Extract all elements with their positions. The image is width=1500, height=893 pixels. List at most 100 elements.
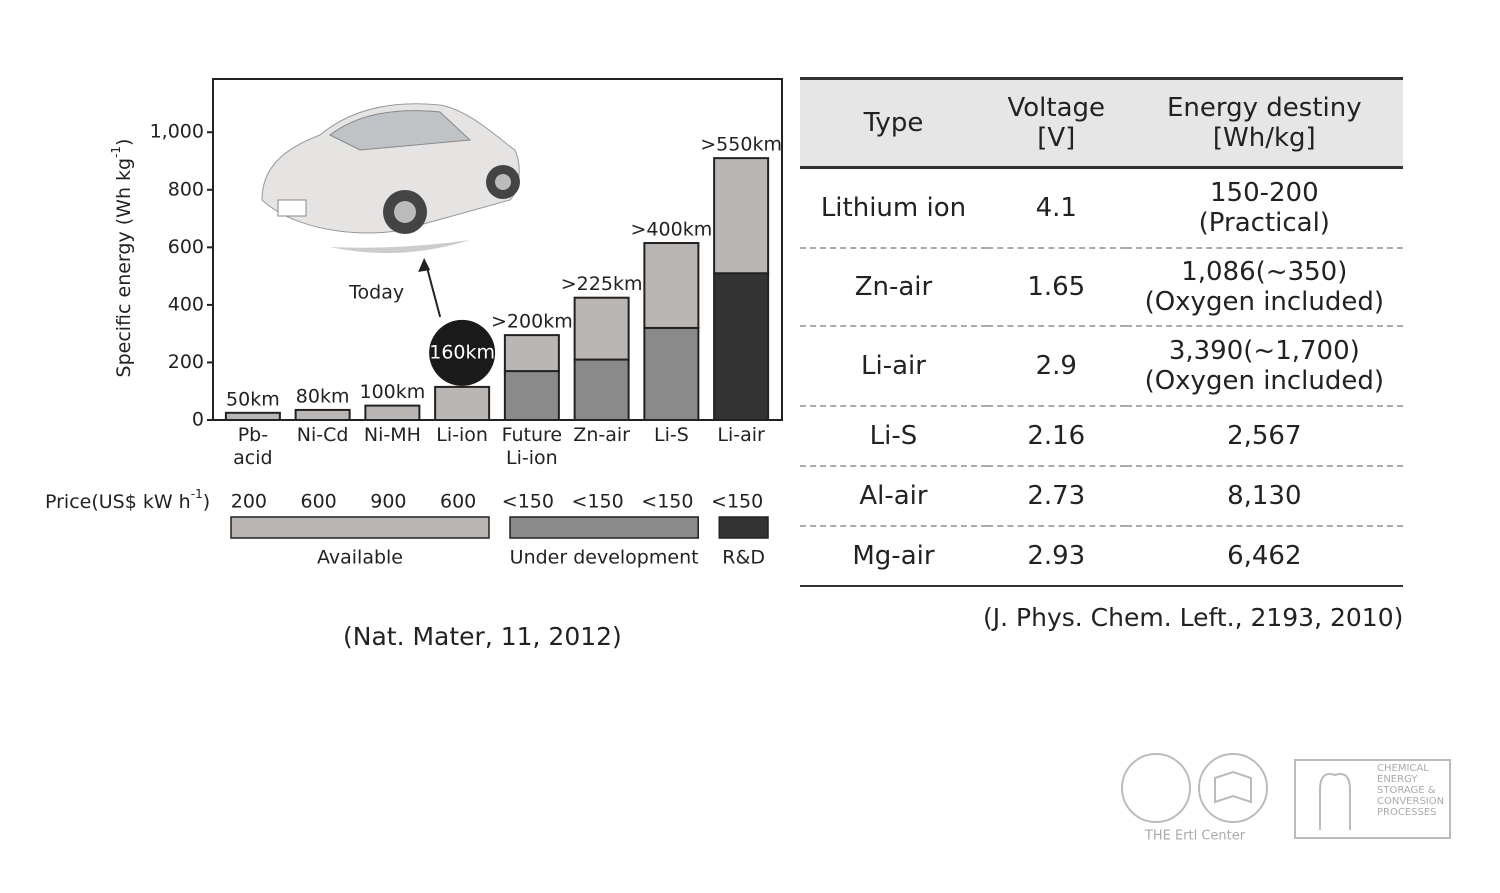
price: 600 [440, 491, 476, 513]
bar-segment [434, 385, 491, 421]
table-body: Lithium ion 4.1 150-200 (Practical) Zn-air 1… [800, 167, 1403, 587]
x-tick-label: Li-S [653, 424, 689, 446]
table-row: Lithium ion 4.1 150-200 (Practical) [800, 167, 1403, 249]
plot-frame [212, 78, 783, 421]
x-tick-label: Li-air [717, 424, 765, 446]
bar-segment [573, 296, 630, 361]
bar-segment [294, 408, 351, 422]
x-tick-label: Future Li-ion [501, 424, 563, 469]
table-cell: Li-S [800, 405, 987, 467]
table-cell: 1,086(~350) (Oxygen included) [1125, 247, 1403, 327]
y-axis-label-sup: -1 [109, 146, 123, 158]
bar-segment [503, 334, 560, 373]
cesp-logo-text: CHEMICAL ENERGY STORAGE & CONVERSION PRO… [1377, 763, 1445, 818]
bar-segment [364, 404, 421, 422]
chart-source: (Nat. Mater, 11, 2012) [343, 622, 622, 651]
price-label-after: ) [203, 491, 210, 513]
header-cell: Energy destiny [Wh/kg] [1125, 77, 1403, 169]
bar-segment [643, 326, 700, 422]
table: Type Voltage [V] Energy destiny [Wh/kg] Li… [800, 77, 1403, 587]
price-label-sup: -1 [191, 487, 203, 501]
table-cell: 2.9 [986, 325, 1126, 407]
price: <150 [641, 491, 693, 513]
x-tick-label: Ni-MH [363, 424, 421, 446]
y-tick-label: 0 [192, 409, 204, 431]
bar-segment [573, 358, 630, 421]
bar-label: >550km [700, 134, 782, 156]
price-label-text: Price(US$ kW h [45, 491, 191, 513]
y-tick-label: 200 [168, 351, 204, 373]
table-cell: 150-200 (Practical) [1125, 167, 1403, 249]
bar-label: >400km [631, 219, 713, 241]
logos [1121, 753, 1451, 839]
table-cell: 2,567 [1125, 405, 1403, 467]
price: <150 [711, 491, 763, 513]
x-tick-label: Pb-acid [233, 424, 273, 469]
table-row: Zn-air 1.65 1,086(~350) (Oxygen included) [800, 247, 1403, 327]
price: <150 [502, 491, 554, 513]
table-cell: 1.65 [986, 247, 1126, 327]
table-cell: Al-air [800, 465, 987, 527]
table-cell: 2.16 [986, 405, 1126, 467]
price: 600 [300, 491, 336, 513]
table-cell: Mg-air [800, 525, 987, 587]
stage-label: Under development [510, 547, 699, 569]
x-tick-label: Zn-air [573, 424, 630, 446]
bar-segment [503, 370, 560, 421]
table-cell: 3,390(~1,700) (Oxygen included) [1125, 325, 1403, 407]
stage-bar [230, 516, 490, 539]
table-cell: Lithium ion [800, 167, 987, 249]
cesp-logo: CHEMICAL ENERGY STORAGE & CONVERSION PRO… [1377, 763, 1445, 818]
x-tick-label: Ni-Cd [296, 424, 349, 446]
highlight-circle [429, 319, 496, 386]
y-tick-label: 1,000 [150, 121, 204, 143]
stage-label: R&D [722, 547, 765, 569]
bar-label: >225km [561, 273, 643, 295]
price: <150 [572, 491, 624, 513]
table-row: Li-S 2.16 2,567 [800, 405, 1403, 467]
table-row: Mg-air 2.93 6,462 [800, 525, 1403, 587]
price: 200 [231, 491, 267, 513]
table-cell: Zn-air [800, 247, 987, 327]
annotation: Today [348, 282, 404, 304]
header-cell: Voltage [V] [986, 77, 1126, 169]
table-header: Type Voltage [V] Energy destiny [Wh/kg] [800, 77, 1403, 169]
annotation-arrowhead [418, 258, 431, 272]
bar-segment [713, 157, 770, 275]
x-tick-label: Li-ion [436, 424, 488, 446]
table-cell: 2.93 [986, 525, 1126, 587]
table-cell: 6,462 [1125, 525, 1403, 587]
stage-bar [718, 516, 769, 539]
bar-segment [713, 272, 770, 421]
y-tick-label: 400 [168, 293, 204, 315]
table-row: Al-air 2.73 8,130 [800, 465, 1403, 527]
table-cell: 4.1 [986, 167, 1126, 249]
bar-label: 50km [226, 388, 280, 410]
table-cell: Li-air [800, 325, 987, 407]
bar-segment [643, 242, 700, 329]
bar-segment [224, 411, 281, 422]
table-cell: 2.73 [986, 465, 1126, 527]
table-cell: 8,130 [1125, 465, 1403, 527]
bar-label: >200km [491, 311, 573, 333]
bar-label: 80km [296, 385, 350, 407]
price: 900 [370, 491, 406, 513]
table-source: (J. Phys. Chem. Left., 2193, 2010) [983, 603, 1404, 632]
stage-label: Available [317, 547, 403, 569]
table-row: Li-air 2.9 3,390(~1,700) (Oxygen included) [800, 325, 1403, 407]
y-tick-label: 600 [168, 236, 204, 258]
y-tick-label: 800 [168, 178, 204, 200]
y-axis-label: Specific energy (Wh kg-1) [109, 139, 135, 378]
ertl-logo-text: THE Ertl Center [1144, 829, 1246, 844]
stage-bar [509, 516, 699, 539]
annotation-arrow [426, 267, 442, 318]
bar-label: 160km [429, 341, 495, 363]
y-axis-label-after: ) [113, 139, 135, 146]
bar-label: 100km [359, 381, 425, 403]
price-label: Price(US$ kW h-1) [45, 487, 210, 513]
car-illustration [261, 103, 520, 254]
y-axis-label-text: Specific energy (Wh kg [113, 158, 135, 378]
header-cell: Type [800, 77, 987, 169]
